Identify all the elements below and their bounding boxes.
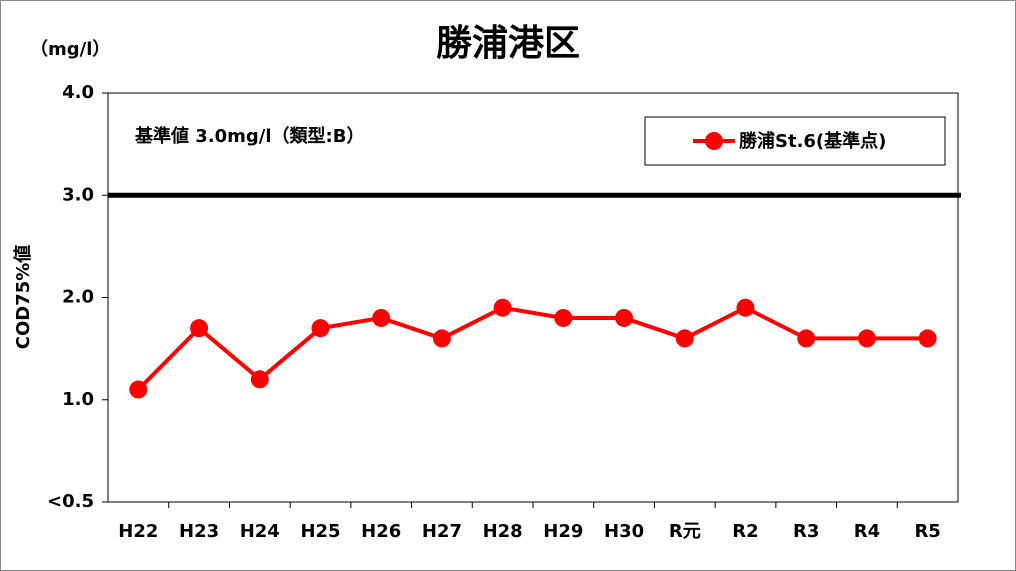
x-tick-label: H23 — [179, 521, 219, 542]
data-point — [493, 298, 512, 317]
data-point — [736, 298, 755, 317]
data-point — [432, 329, 451, 348]
y-tick-label: 4.0 — [62, 82, 94, 103]
y-tick-label: <0.5 — [47, 491, 94, 512]
data-point — [918, 329, 937, 348]
data-point — [190, 319, 209, 338]
data-point — [615, 308, 634, 327]
x-tick-label: H24 — [240, 521, 280, 542]
y-tick-label: 3.0 — [62, 184, 94, 205]
annotation: 基準値 3.0mg/l（類型:B） — [134, 125, 364, 147]
x-tick-label: H27 — [422, 521, 462, 542]
chart-title: 勝浦港区 — [436, 23, 580, 64]
x-tick-label: H29 — [543, 521, 583, 542]
data-point — [675, 329, 694, 348]
x-tick-label: H25 — [300, 521, 340, 542]
x-tick-label: H22 — [118, 521, 158, 542]
x-tick-label: R元 — [669, 521, 701, 542]
x-tick-label: H28 — [483, 521, 523, 542]
y-tick-label: 2.0 — [62, 287, 94, 308]
x-tick-label: R5 — [914, 521, 940, 542]
data-point — [857, 329, 876, 348]
data-point — [372, 308, 391, 327]
x-tick-label: R3 — [793, 521, 819, 542]
data-point — [554, 308, 573, 327]
legend-marker — [705, 132, 723, 150]
unit-label: （mg/l） — [30, 39, 110, 60]
data-point — [797, 329, 816, 348]
data-point — [250, 370, 269, 389]
y-tick-label: 1.0 — [62, 389, 94, 410]
x-tick-label: R4 — [854, 521, 880, 542]
x-tick-label: H26 — [361, 521, 401, 542]
y-axis-label: COD75%値 — [12, 245, 34, 350]
legend-label: 勝浦St.6(基準点) — [739, 130, 886, 152]
series-line — [136, 305, 928, 391]
x-tick-label: H30 — [604, 521, 644, 542]
data-point — [311, 319, 330, 338]
data-point — [129, 380, 148, 399]
x-tick-label: R2 — [732, 521, 758, 542]
